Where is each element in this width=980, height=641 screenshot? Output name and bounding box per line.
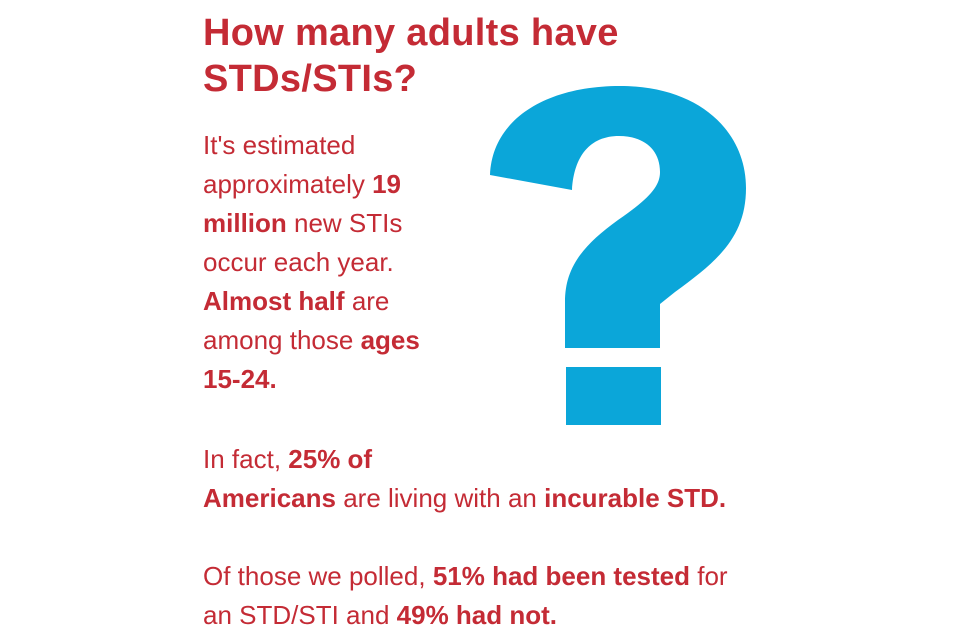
p3-text-3: an STD/STI and <box>203 600 390 630</box>
p2-text-2: are living with an <box>343 483 537 513</box>
p3-text-2: for <box>697 561 728 591</box>
stats-paragraph-poll: Of those we polled, 51% had been tested … <box>203 557 843 635</box>
p1-bold-ages: ages <box>360 325 420 355</box>
page-title: How many adults have STDs/STIs? <box>203 10 619 102</box>
p3-bold-51-percent: 51% had been tested <box>432 561 691 591</box>
p1-bold-almost-half: Almost half <box>203 286 345 316</box>
question-mark-dot <box>566 367 661 425</box>
p3-text-1: Of those we polled, <box>203 561 426 591</box>
p3-bold-49-percent: 49% had not. <box>396 600 558 630</box>
p2-text-1: In fact, <box>203 444 282 474</box>
p1-text-6: among those <box>203 325 354 355</box>
p1-text-2: approximately <box>203 169 365 199</box>
p1-bold-age-range: 15-24. <box>203 364 277 394</box>
stats-paragraph-incurable: In fact, 25% of Americans are living wit… <box>203 440 843 518</box>
question-mark-hook <box>490 86 746 348</box>
p1-bold-million: million <box>203 208 287 238</box>
p1-text-5: are <box>351 286 390 316</box>
p1-text-1: It's estimated <box>203 130 356 160</box>
p2-bold-25-percent: 25% of <box>288 444 373 474</box>
p2-bold-americans: Americans <box>203 483 336 513</box>
p1-text-4: occur each year. <box>203 247 394 277</box>
stats-paragraph-new-infections: It's estimated approximately 19 million … <box>203 126 503 399</box>
title-line-1: How many adults have <box>203 12 619 54</box>
question-mark-icon <box>490 86 746 425</box>
p1-bold-19: 19 <box>372 169 402 199</box>
p1-text-3: new STIs <box>294 208 403 238</box>
p2-bold-incurable-std: incurable STD. <box>544 483 727 513</box>
title-line-2: STDs/STIs? <box>203 58 418 100</box>
